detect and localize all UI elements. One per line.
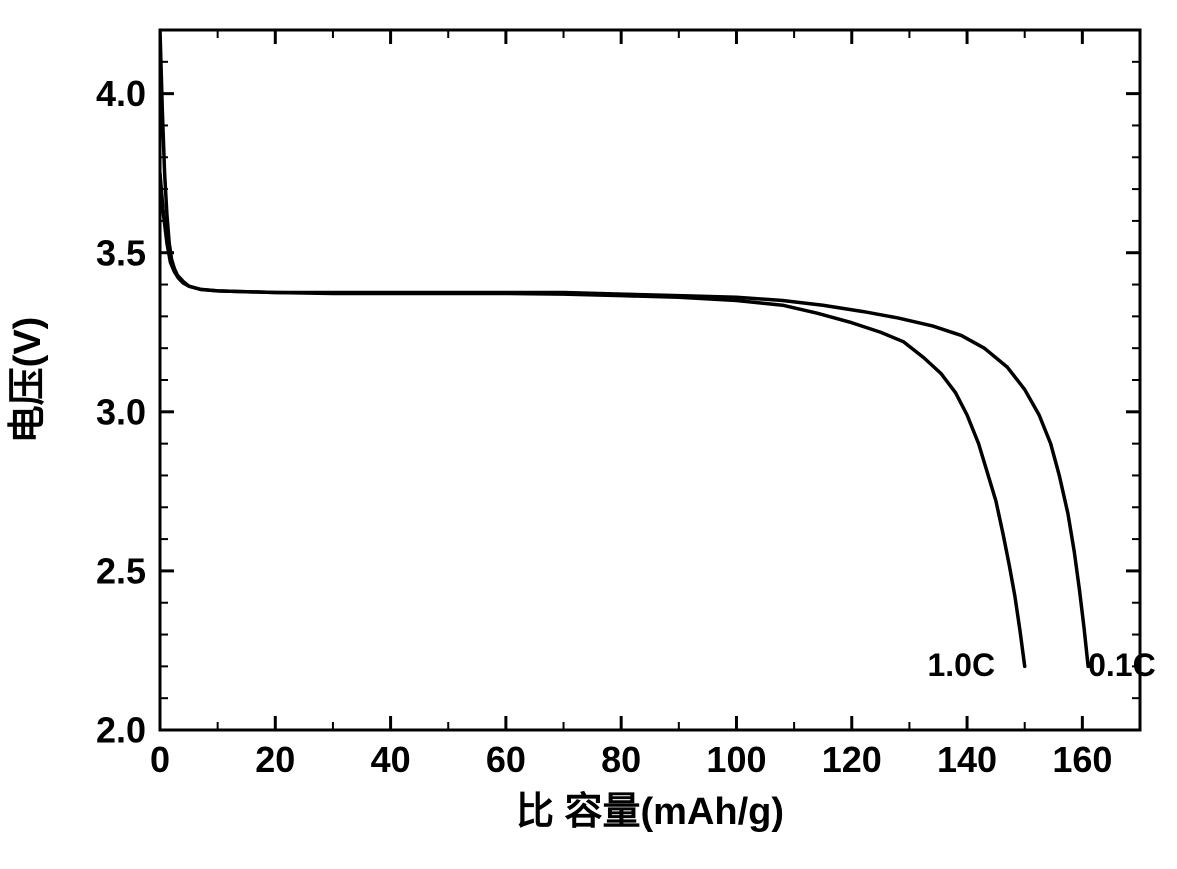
y-tick-label: 3.0 <box>96 391 146 432</box>
discharge-curve-chart: 0 20 40 60 80 100 120 140 160 2.0 2.5 3.0 3.5 4.0 0.1C… <box>0 0 1177 869</box>
y-tick-label: 4.0 <box>96 73 146 114</box>
chart-svg: 0 20 40 60 80 100 120 140 160 2.0 2.5 3.0 3.5 4.0 0.1C… <box>0 0 1177 869</box>
y-tick-label: 2.5 <box>96 551 146 592</box>
chart-background <box>0 0 1177 869</box>
x-tick-label: 160 <box>1052 739 1112 780</box>
y-tick-label: 2.0 <box>96 710 146 751</box>
x-tick-label: 140 <box>937 739 997 780</box>
x-axis-label: 比 容量(mAh/g) <box>516 791 784 833</box>
x-tick-label: 100 <box>706 739 766 780</box>
x-tick-label: 80 <box>601 739 641 780</box>
y-tick-label: 3.5 <box>96 232 146 273</box>
x-tick-label: 20 <box>255 739 295 780</box>
x-tick-label: 0 <box>150 739 170 780</box>
y-axis-label: 电压(V) <box>7 317 49 444</box>
series-label-0.1C: 0.1C <box>1088 647 1156 683</box>
series-label-1.0C: 1.0C <box>927 647 995 683</box>
x-tick-label: 60 <box>486 739 526 780</box>
x-tick-label: 40 <box>371 739 411 780</box>
x-tick-label: 120 <box>822 739 882 780</box>
